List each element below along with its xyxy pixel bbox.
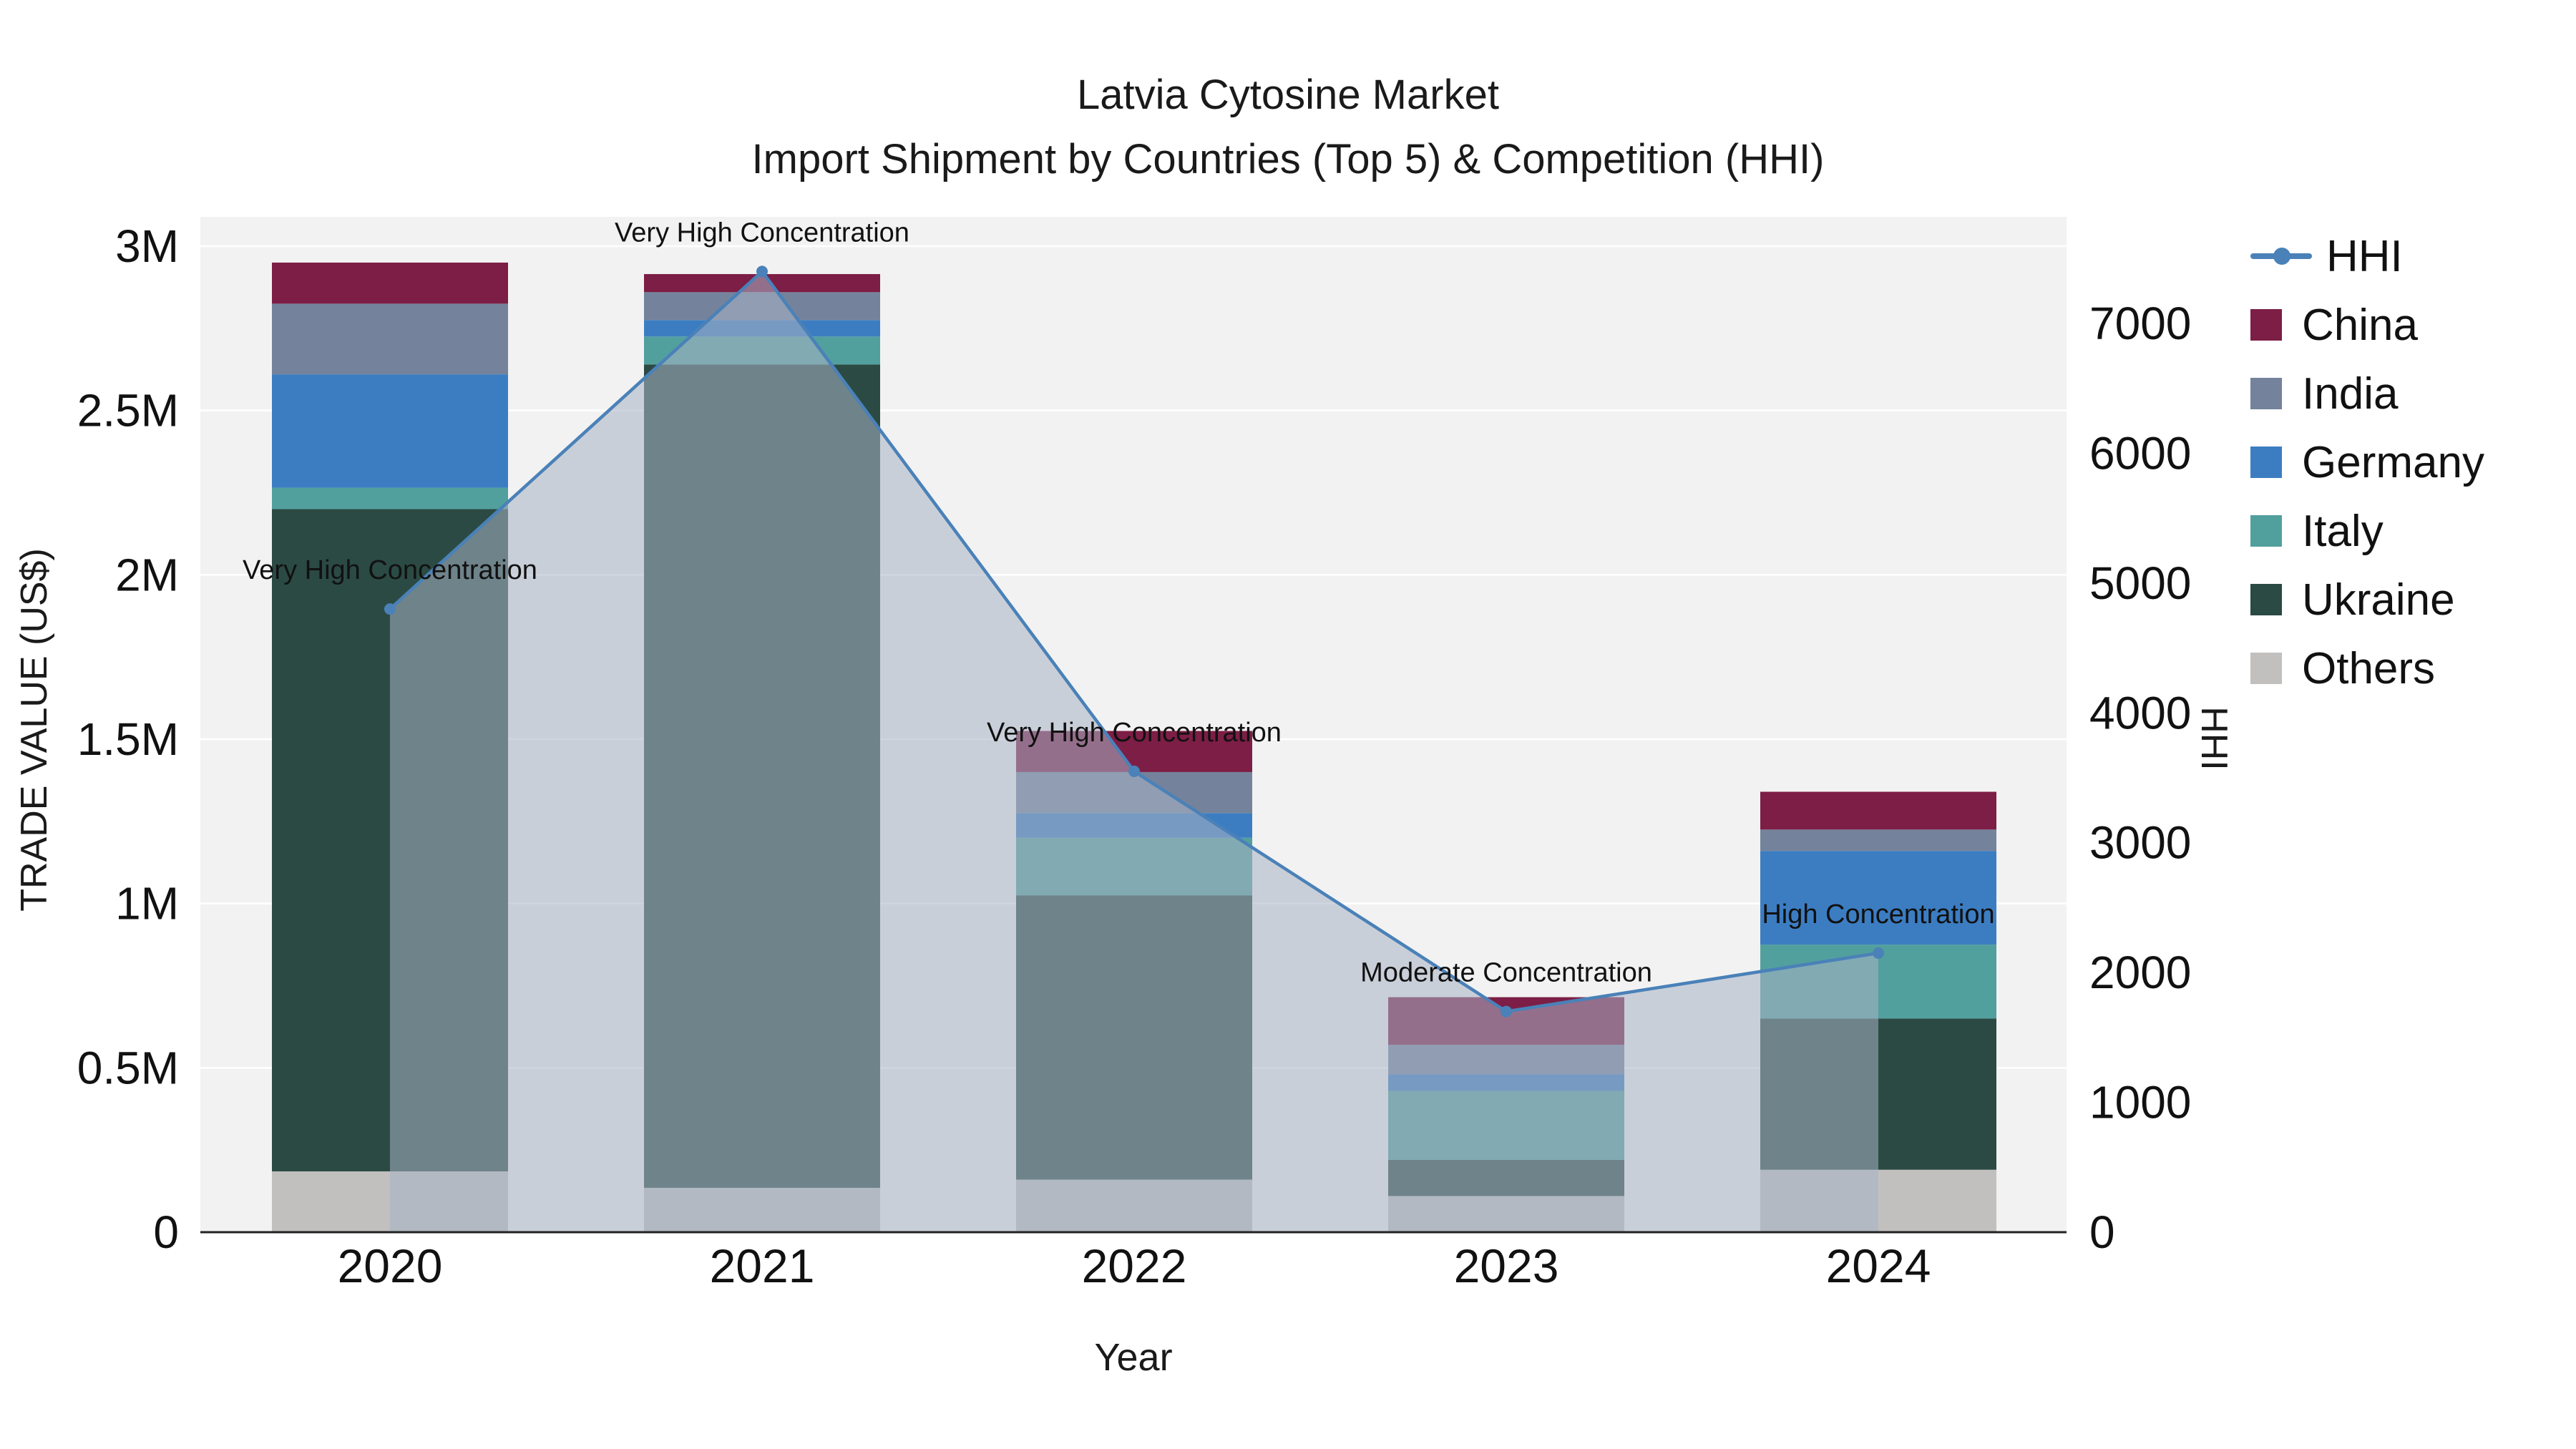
legend-item-germany[interactable]: Germany [2250,428,2484,497]
legend-item-ukraine[interactable]: Ukraine [2250,565,2484,634]
bar-segment-india-2024[interactable] [1760,829,1996,852]
y-right-tick-0: 0 [2089,1206,2115,1258]
x-tick-2020: 2020 [338,1239,443,1292]
y-right-tick-5000: 5000 [2089,557,2191,609]
chart-title-line2: Import Shipment by Countries (Top 5) & C… [751,136,1825,182]
hhi-marker-2020[interactable] [384,603,396,615]
legend-label: Ukraine [2302,575,2455,625]
legend-color-swatch-icon [2250,447,2282,478]
legend-label: Others [2302,643,2436,693]
legend-color-swatch-icon [2250,309,2282,341]
legend-item-india[interactable]: India [2250,359,2484,428]
bar-segment-germany-2020[interactable] [272,374,508,488]
legend-item-others[interactable]: Others [2250,634,2484,703]
y-left-tick-2.5M: 2.5M [77,385,179,436]
hhi-area-fill [390,271,1878,1232]
y-right-tick-6000: 6000 [2089,427,2191,479]
y-right-tick-2000: 2000 [2089,947,2191,998]
legend-color-swatch-icon [2250,515,2282,547]
legend-label: India [2302,369,2399,419]
legend-label: Italy [2302,506,2384,556]
y-axis-title-left: TRADE VALUE (US$) [14,548,55,912]
y-right-tick-4000: 4000 [2089,687,2191,738]
y-left-tick-1M: 1M [115,878,179,930]
legend-item-italy[interactable]: Italy [2250,497,2484,565]
x-tick-2022: 2022 [1082,1239,1187,1292]
y-left-tick-0: 0 [153,1206,179,1258]
x-tick-2024: 2024 [1826,1239,1931,1292]
y-axis-title-right: HHI [2193,706,2235,771]
hhi-marker-2021[interactable] [756,265,768,278]
x-tick-2023: 2023 [1454,1239,1559,1292]
hhi-marker-2022[interactable] [1128,765,1140,777]
y-right-tick-7000: 7000 [2089,298,2191,349]
x-tick-2021: 2021 [710,1239,815,1292]
legend: HHI China India Germany Italy Ukraine Others [2250,222,2484,703]
y-left-tick-0.5M: 0.5M [77,1042,179,1093]
legend-color-swatch-icon [2250,378,2282,409]
legend-item-china[interactable]: China [2250,291,2484,359]
legend-color-swatch-icon [2250,584,2282,615]
y-right-tick-1000: 1000 [2089,1077,2191,1128]
legend-label: Germany [2302,437,2484,487]
legend-line-marker-icon [2273,248,2290,265]
hhi-marker-2024[interactable] [1873,947,1884,959]
y-right-tick-3000: 3000 [2089,817,2191,869]
bar-segment-india-2020[interactable] [272,303,508,375]
y-left-tick-3M: 3M [115,220,179,272]
legend-line-swatch-icon [2250,248,2312,265]
annotation-2022: Very High Concentration [987,718,1282,748]
bar-segment-italy-2020[interactable] [272,487,508,509]
annotation-2024: High Concentration [1762,899,1994,930]
annotation-2021: Very High Concentration [615,218,909,248]
annotation-2023: Moderate Concentration [1360,958,1652,988]
annotation-2020: Very High Concentration [243,555,537,585]
legend-label: HHI [2326,231,2403,281]
y-left-tick-2M: 2M [115,549,179,600]
chart-title-line1: Latvia Cytosine Market [1077,72,1499,118]
legend-item-hhi[interactable]: HHI [2250,222,2484,291]
bar-segment-china-2024[interactable] [1760,791,1996,830]
hhi-marker-2023[interactable] [1501,1005,1512,1018]
legend-label: China [2302,300,2418,350]
chart-title: Latvia Cytosine Market Import Shipment b… [0,63,2576,192]
bar-segment-china-2020[interactable] [272,262,508,304]
legend-color-swatch-icon [2250,653,2282,684]
x-axis-title: Year [1094,1336,1173,1379]
y-left-tick-1.5M: 1.5M [77,713,179,765]
bar-segment-germany-2024[interactable] [1760,851,1996,945]
